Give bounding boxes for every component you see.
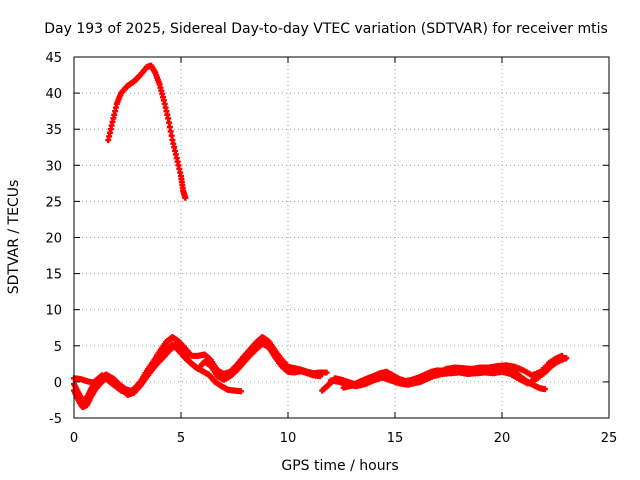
data-point [563, 355, 570, 362]
x-tick-label: 5 [177, 431, 185, 446]
x-tick-label: 25 [601, 431, 618, 446]
y-tick-label: 10 [45, 304, 62, 319]
data-point [323, 369, 330, 376]
y-tick-label: 25 [45, 195, 62, 210]
data-point [558, 352, 565, 359]
y-tick-label: 15 [45, 268, 62, 283]
y-tick-label: 30 [45, 159, 62, 174]
x-tick-label: 20 [494, 431, 511, 446]
y-tick-label: 45 [45, 51, 62, 66]
y-tick-label: 35 [45, 123, 62, 138]
y-tick-label: -5 [49, 412, 62, 427]
series-track-c [71, 340, 244, 395]
x-tick-label: 10 [280, 431, 297, 446]
grid-lines [74, 57, 609, 418]
x-tick-label: 15 [387, 431, 404, 446]
data-point [237, 388, 244, 395]
y-tick-label: 40 [45, 87, 62, 102]
y-tick-label: 5 [54, 340, 62, 355]
data-point [182, 194, 189, 201]
series-track-f [340, 352, 565, 391]
axis-ticks: 0 5 10 15 20 25 -5 0 5 10 15 20 25 30 35 40 45 [45, 51, 617, 446]
x-tick-label: 0 [70, 431, 78, 446]
y-tick-label: 0 [54, 376, 62, 391]
y-axis-label: SDTVAR / TECUs [6, 180, 22, 295]
series-high-arc [105, 62, 189, 201]
y-tick-label: 20 [45, 232, 62, 247]
data-points [71, 62, 570, 411]
x-axis-label: GPS time / hours [281, 458, 398, 474]
chart-title: Day 193 of 2025, Sidereal Day-to-day VTE… [44, 21, 608, 37]
data-point [541, 386, 548, 393]
